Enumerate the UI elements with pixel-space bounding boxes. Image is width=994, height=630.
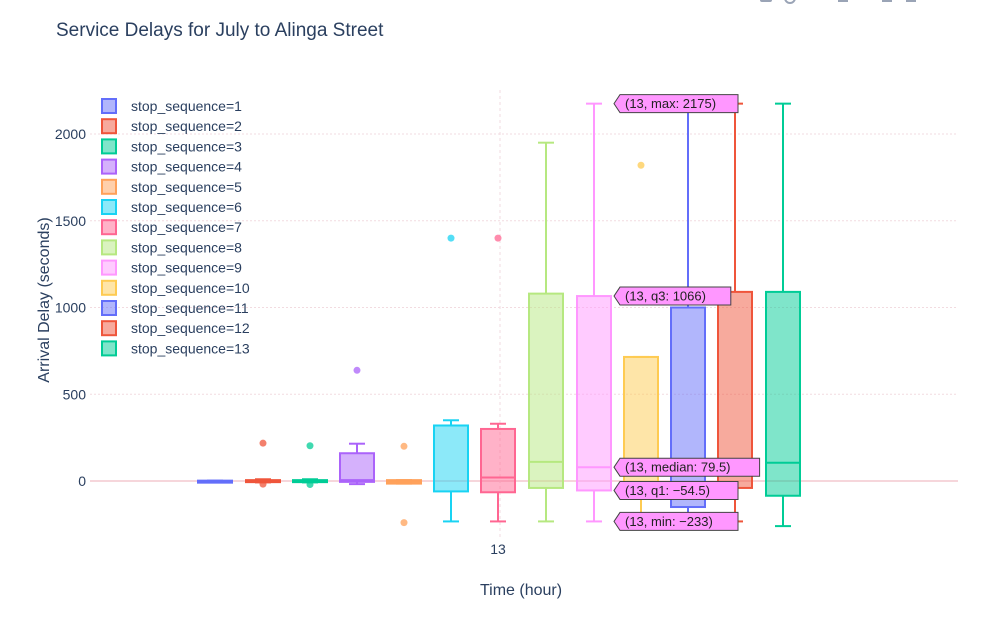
box-stop-sequence-5[interactable] <box>386 442 422 527</box>
box-stop-sequence-6[interactable] <box>433 234 469 523</box>
legend-item[interactable]: stop_sequence=4 <box>101 158 242 175</box>
x-axis-title: Time (hour) <box>480 582 562 599</box>
legend-label: stop_sequence=9 <box>131 260 242 276</box>
y-tick-label: 2000 <box>55 126 86 142</box>
y-tick-label: 0 <box>78 473 86 489</box>
hover-text: (13, max: 2175) <box>625 96 716 111</box>
legend-item[interactable]: stop_sequence=9 <box>101 259 242 276</box>
toolbar-camera-icon[interactable] <box>760 0 772 2</box>
outlier-point[interactable] <box>637 161 645 169</box>
legend-swatch <box>101 178 117 195</box>
box-iqr[interactable] <box>717 290 753 489</box>
box-stop-sequence-8[interactable] <box>528 141 564 523</box>
toolbar-zoom-icon[interactable] <box>784 0 796 4</box>
box-stop-sequence-1[interactable] <box>197 479 233 484</box>
legend-swatch <box>101 199 117 215</box>
hover-label-median: (13, median: 79.5) <box>613 457 761 477</box>
hover-text: (13, median: 79.5) <box>625 460 731 475</box>
legend-label: stop_sequence=2 <box>131 118 242 134</box>
legend-item[interactable]: stop_sequence=7 <box>101 219 242 236</box>
legend-label: stop_sequence=1 <box>131 98 242 114</box>
outlier-point[interactable] <box>494 234 502 242</box>
toolbar-zoom-in-icon[interactable] <box>838 0 848 2</box>
legend-item[interactable]: stop_sequence=12 <box>101 320 250 337</box>
legend-swatch <box>101 118 117 135</box>
hover-label-q3: (13, q3: 1066) <box>613 286 732 306</box>
box-iqr[interactable] <box>480 427 516 494</box>
hover-labels: (13, max: 2175) (13, q3: 1066) (13, median… <box>613 94 761 531</box>
outlier-point[interactable] <box>259 480 267 488</box>
legend-item[interactable]: stop_sequence=6 <box>101 199 242 215</box>
toolbar-autoscale-icon[interactable] <box>882 0 892 2</box>
legend-label: stop_sequence=7 <box>131 219 242 235</box>
legend-label: stop_sequence=4 <box>131 159 242 175</box>
legend-item[interactable]: stop_sequence=11 <box>101 300 249 316</box>
y-tick-label: 500 <box>63 386 87 402</box>
legend-item[interactable]: stop_sequence=8 <box>101 239 242 256</box>
hover-text: (13, q3: 1066) <box>625 289 706 304</box>
legend[interactable]: stop_sequence=1 stop_sequence=2 stop_seque… <box>101 98 250 357</box>
outlier-point[interactable] <box>447 234 455 242</box>
hover-label-q1: (13, q1: −54.5) <box>613 480 739 500</box>
legend-swatch <box>101 98 117 114</box>
hover-label-max: (13, max: 2175) <box>613 94 739 114</box>
legend-item[interactable]: stop_sequence=3 <box>101 138 242 155</box>
outlier-point[interactable] <box>400 519 408 527</box>
hover-text: (13, q1: −54.5) <box>625 483 710 498</box>
legend-item[interactable]: stop_sequence=10 <box>101 279 250 296</box>
toolbar-reset-icon[interactable] <box>906 0 916 2</box>
y-tick-label: 1500 <box>55 213 86 229</box>
legend-swatch <box>101 279 117 296</box>
outlier-point[interactable] <box>353 366 361 374</box>
y-tick-label: 1000 <box>55 300 86 316</box>
legend-label: stop_sequence=13 <box>131 340 250 356</box>
box-stop-sequence-7[interactable] <box>480 234 516 523</box>
outlier-point[interactable] <box>400 442 408 450</box>
legend-item[interactable]: stop_sequence=5 <box>101 178 242 195</box>
box-stop-sequence-13[interactable] <box>765 102 801 528</box>
box-iqr[interactable] <box>670 306 706 509</box>
legend-item[interactable]: stop_sequence=2 <box>101 118 242 135</box>
box-iqr[interactable] <box>433 424 469 493</box>
legend-label: stop_sequence=12 <box>131 320 250 336</box>
legend-swatch <box>101 320 117 337</box>
box-stop-sequence-2[interactable] <box>245 439 281 488</box>
chart-title: Service Delays for July to Alinga Street <box>56 20 384 41</box>
legend-swatch <box>101 340 117 357</box>
legend-item[interactable]: stop_sequence=1 <box>101 98 242 114</box>
legend-swatch <box>101 300 117 316</box>
box-stop-sequence-3[interactable] <box>292 442 328 488</box>
legend-swatch <box>101 239 117 256</box>
box-stop-sequence-4[interactable] <box>339 366 375 486</box>
y-axis-ticks: 0 500 1000 1500 2000 <box>55 126 86 489</box>
outlier-point[interactable] <box>306 442 314 450</box>
box-iqr[interactable] <box>765 290 801 497</box>
legend-swatch <box>101 138 117 155</box>
outlier-point[interactable] <box>306 480 314 488</box>
legend-swatch <box>101 259 117 276</box>
box-iqr[interactable] <box>576 295 612 492</box>
box-iqr[interactable] <box>528 292 564 489</box>
hover-text: (13, min: −233) <box>625 514 713 529</box>
legend-label: stop_sequence=5 <box>131 179 242 195</box>
legend-label: stop_sequence=8 <box>131 239 242 255</box>
box-stop-sequence-12[interactable] <box>717 102 753 523</box>
legend-swatch <box>101 219 117 236</box>
x-tick-label: 13 <box>490 541 506 557</box>
box-stop-sequence-9[interactable] <box>576 102 612 523</box>
legend-label: stop_sequence=6 <box>131 199 242 215</box>
modebar[interactable] <box>760 0 916 4</box>
legend-swatch <box>101 158 117 175</box>
hover-label-min: (13, min: −233) <box>613 511 739 531</box>
box-iqr[interactable] <box>339 452 375 483</box>
legend-label: stop_sequence=3 <box>131 138 242 154</box>
y-axis-title: Arrival Delay (seconds) <box>36 217 53 382</box>
legend-item[interactable]: stop_sequence=13 <box>101 340 250 357</box>
legend-label: stop_sequence=11 <box>131 300 249 316</box>
legend-label: stop_sequence=10 <box>131 280 250 296</box>
outlier-point[interactable] <box>259 439 267 447</box>
